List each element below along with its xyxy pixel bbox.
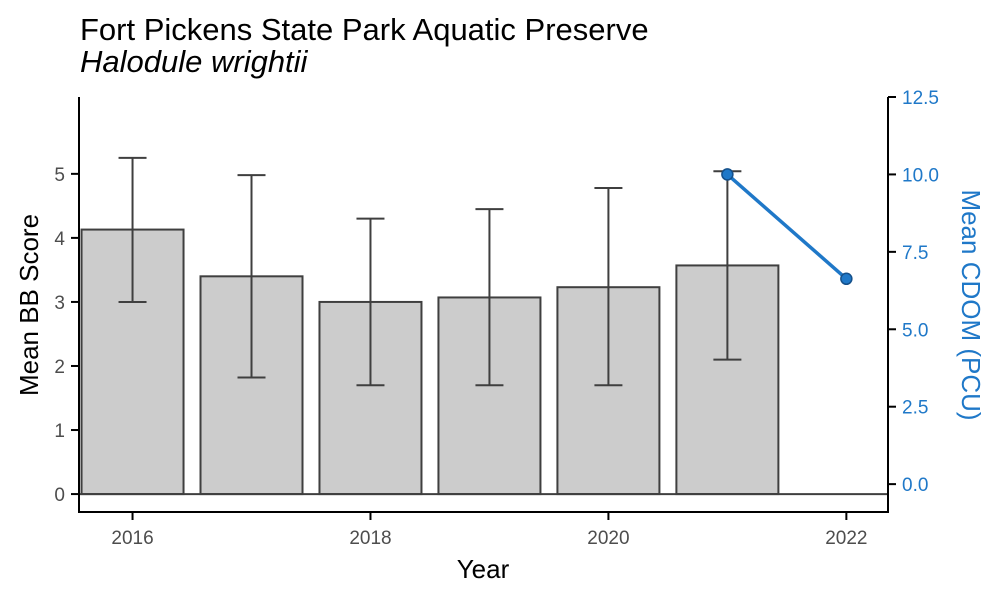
x-tick-label-2020: 2020 [587,528,629,549]
y-tick-label-1: 1 [54,421,65,442]
y2-tick-label-2.5: 2.5 [902,398,928,419]
cdom-series-line [726,173,848,281]
x-tick-label-2018: 2018 [349,528,391,549]
y2-tick-label-5.0: 5.0 [902,320,928,341]
x-tick-label-2016: 2016 [111,528,153,549]
y-axis-title: Mean BB Score [14,214,44,396]
bars-layer [80,228,780,496]
y2-tick-label-10.0: 10.0 [902,165,939,186]
x-axis-title: Year [457,554,510,584]
y-tick-label-2: 2 [54,357,65,378]
bottom-ticks: 2016 2018 2020 2022 [111,512,868,549]
y-tick-label-0: 0 [54,485,65,506]
y2-tick-label-12.5: 12.5 [902,88,939,109]
chart-title: Fort Pickens State Park Aquatic Preserve [80,12,649,47]
y2-axis-title: Mean CDOM (PCU) [956,189,986,420]
chart-subtitle: Halodule wrightii [80,44,309,79]
y2-tick-label-7.5: 7.5 [902,243,928,264]
y-tick-label-4: 4 [54,229,65,250]
cdom-point-2021 [721,168,734,181]
cdom-line-layer [721,168,853,286]
y2-tick-label-0.0: 0.0 [902,475,928,496]
x-tick-label-2022: 2022 [825,528,867,549]
cdom-point-2022 [840,272,853,286]
right-ticks: 0.0 2.5 5.0 7.5 10.0 12.5 [888,88,939,496]
y-tick-label-5: 5 [54,165,65,186]
errorbars-layer [118,156,742,387]
y-tick-label-3: 3 [54,293,65,314]
left-ticks: 0 1 2 3 4 5 [54,165,79,506]
